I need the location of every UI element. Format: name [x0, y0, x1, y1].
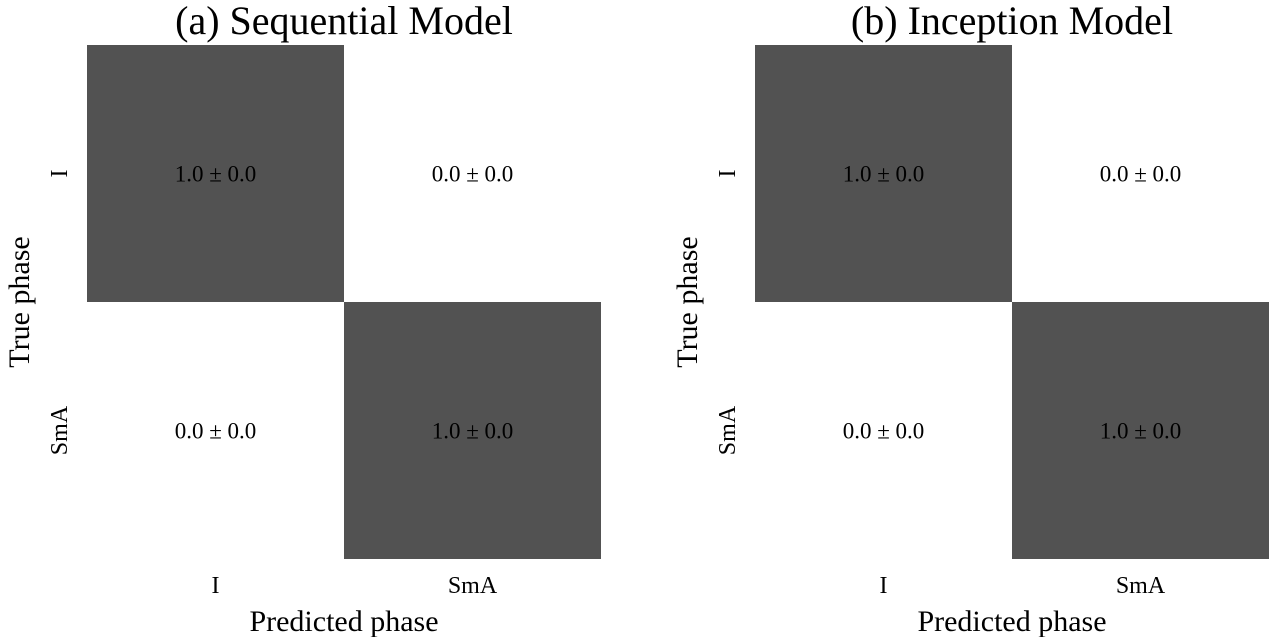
panel-sequential-model: (a) Sequential Model 1.0 ± 0.0 0.0 ± 0.0 0.…: [3, 0, 601, 637]
cell-value-label: 0.0 ± 0.0: [175, 419, 257, 444]
x-axis-label: Predicted phase: [249, 605, 438, 637]
heatmap-cell: [755, 302, 1012, 559]
x-tick-label: I: [880, 573, 888, 599]
panel-title: (a) Sequential Model: [175, 0, 513, 43]
heatmap-cell: [344, 45, 601, 302]
y-tick-label: SmA: [47, 405, 73, 455]
cell-value-label: 0.0 ± 0.0: [1100, 162, 1182, 187]
x-tick-label: I: [212, 573, 220, 599]
x-axis-label: Predicted phase: [917, 605, 1106, 637]
x-tick-label: SmA: [448, 573, 498, 599]
y-axis-label: True phase: [3, 236, 36, 367]
cell-value-label: 1.0 ± 0.0: [1100, 419, 1182, 444]
panel-title: (b) Inception Model: [851, 0, 1173, 43]
heatmap-cell: [755, 45, 1012, 302]
cell-value-label: 0.0 ± 0.0: [843, 419, 925, 444]
cell-value-label: 1.0 ± 0.0: [843, 162, 925, 187]
heatmap-cell: [87, 302, 344, 559]
panel-inception-model: (b) Inception Model 1.0 ± 0.0 0.0 ± 0.0 0.0…: [671, 0, 1269, 637]
cell-value-label: 1.0 ± 0.0: [432, 419, 514, 444]
y-tick-label: I: [47, 170, 73, 178]
heatmap-cell: [1012, 302, 1269, 559]
heatmap-cell: [344, 302, 601, 559]
cell-value-label: 0.0 ± 0.0: [432, 162, 514, 187]
x-tick-label: SmA: [1116, 573, 1166, 599]
y-axis-label: True phase: [671, 236, 704, 367]
heatmap-cell: [87, 45, 344, 302]
y-tick-label: I: [715, 170, 741, 178]
heatmap-cell: [1012, 45, 1269, 302]
y-tick-label: SmA: [715, 405, 741, 455]
cell-value-label: 1.0 ± 0.0: [175, 162, 257, 187]
